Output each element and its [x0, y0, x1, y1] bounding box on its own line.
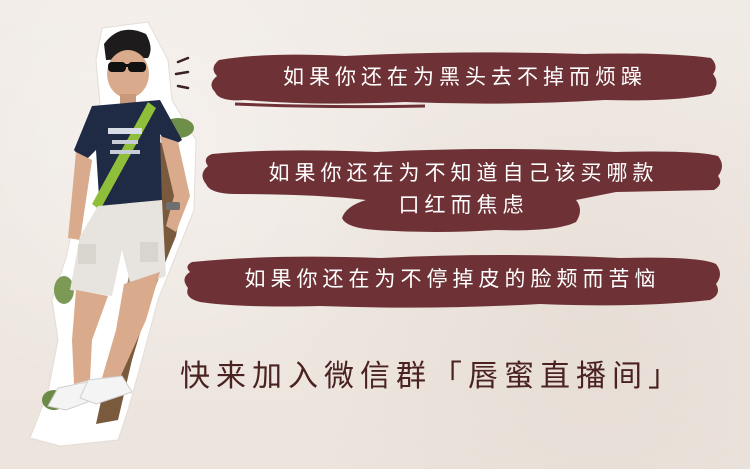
- marks-area: [172, 54, 200, 98]
- brush-stroke-shape: [202, 149, 722, 232]
- brush-stroke-shape: [184, 255, 720, 308]
- person-cutout-illustration: [29, 21, 197, 447]
- banner-3-text: 如果你还在为不停掉皮的脸颊而苦恼: [244, 267, 661, 291]
- brush-stroke-shape: [211, 52, 717, 109]
- banner-3: 如果你还在为不停掉皮的脸颊而苦恼: [180, 250, 725, 312]
- person-cutout: [0, 0, 220, 469]
- banner-1-text: 如果你还在为黑头去不掉而烦躁: [283, 65, 647, 89]
- cta-text: 快来加入微信群「唇蜜直播间」: [180, 359, 684, 394]
- banner-2: 如果你还在为不知道自己该买哪款 口红而焦虑: [196, 144, 731, 240]
- banner-1: 如果你还在为黑头去不掉而烦躁: [205, 44, 725, 114]
- banner-2-text-line-2: 口红而焦虑: [398, 193, 529, 217]
- exclamation-marks-icon: [174, 56, 190, 90]
- banner-2-text-line-1: 如果你还在为不知道自己该买哪款: [268, 161, 659, 185]
